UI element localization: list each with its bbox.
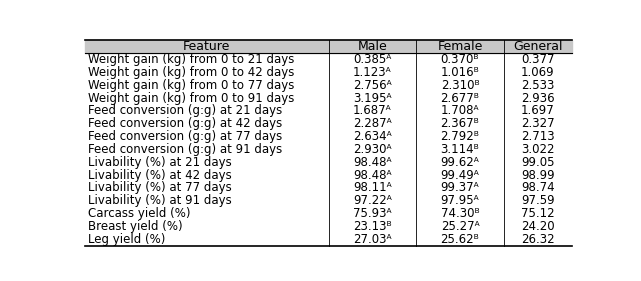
Text: 97.95ᴬ: 97.95ᴬ <box>440 194 479 207</box>
Text: 74.30ᴮ: 74.30ᴮ <box>440 207 479 220</box>
Text: 26.32: 26.32 <box>521 233 554 246</box>
Text: 2.367ᴮ: 2.367ᴮ <box>440 117 479 130</box>
Text: Weight gain (kg) from 0 to 21 days: Weight gain (kg) from 0 to 21 days <box>88 53 294 66</box>
Text: Feed conversion (g:g) at 42 days: Feed conversion (g:g) at 42 days <box>88 117 282 130</box>
Text: General: General <box>513 40 563 53</box>
Text: 75.12: 75.12 <box>521 207 554 220</box>
Text: Livability (%) at 21 days: Livability (%) at 21 days <box>88 156 231 169</box>
Text: 0.370ᴮ: 0.370ᴮ <box>441 53 479 66</box>
Text: 99.49ᴬ: 99.49ᴬ <box>440 169 479 182</box>
Text: Weight gain (kg) from 0 to 77 days: Weight gain (kg) from 0 to 77 days <box>88 79 294 92</box>
Text: 3.022: 3.022 <box>521 143 554 156</box>
Text: 3.195ᴬ: 3.195ᴬ <box>353 92 392 105</box>
Text: Female: Female <box>437 40 483 53</box>
Text: 2.930ᴬ: 2.930ᴬ <box>353 143 392 156</box>
Text: 98.99: 98.99 <box>521 169 554 182</box>
Text: 2.287ᴬ: 2.287ᴬ <box>353 117 392 130</box>
Text: 98.11ᴬ: 98.11ᴬ <box>353 182 392 194</box>
Text: Livability (%) at 77 days: Livability (%) at 77 days <box>88 182 231 194</box>
Bar <box>85 40 572 53</box>
Text: 1.708ᴬ: 1.708ᴬ <box>441 104 479 117</box>
Text: 2.677ᴮ: 2.677ᴮ <box>440 92 479 105</box>
Text: 1.069: 1.069 <box>521 66 554 79</box>
Text: 25.27ᴬ: 25.27ᴬ <box>440 220 479 233</box>
Text: 2.310ᴮ: 2.310ᴮ <box>440 79 479 92</box>
Text: Feed conversion (g:g) at 21 days: Feed conversion (g:g) at 21 days <box>88 104 282 117</box>
Text: 1.016ᴮ: 1.016ᴮ <box>440 66 479 79</box>
Text: 98.74: 98.74 <box>521 182 554 194</box>
Text: Feature: Feature <box>183 40 231 53</box>
Text: 2.792ᴮ: 2.792ᴮ <box>440 130 479 143</box>
Text: 2.533: 2.533 <box>521 79 554 92</box>
Text: Leg yield (%): Leg yield (%) <box>88 233 165 246</box>
Text: Carcass yield (%): Carcass yield (%) <box>88 207 190 220</box>
Text: Breast yield (%): Breast yield (%) <box>88 220 182 233</box>
Text: 1.123ᴬ: 1.123ᴬ <box>353 66 392 79</box>
Text: 2.634ᴬ: 2.634ᴬ <box>353 130 392 143</box>
Text: 2.756ᴬ: 2.756ᴬ <box>353 79 392 92</box>
Text: 1.687ᴬ: 1.687ᴬ <box>353 104 392 117</box>
Text: 0.385ᴬ: 0.385ᴬ <box>353 53 392 66</box>
Text: Weight gain (kg) from 0 to 91 days: Weight gain (kg) from 0 to 91 days <box>88 92 294 105</box>
Text: 23.13ᴮ: 23.13ᴮ <box>353 220 392 233</box>
Text: Feed conversion (g:g) at 91 days: Feed conversion (g:g) at 91 days <box>88 143 282 156</box>
Text: Livability (%) at 42 days: Livability (%) at 42 days <box>88 169 231 182</box>
Text: Male: Male <box>358 40 387 53</box>
Text: 24.20: 24.20 <box>521 220 554 233</box>
Text: 1.697: 1.697 <box>521 104 554 117</box>
Text: 99.62ᴬ: 99.62ᴬ <box>440 156 479 169</box>
Text: 97.22ᴬ: 97.22ᴬ <box>353 194 392 207</box>
Text: 2.936: 2.936 <box>521 92 554 105</box>
Text: 0.377: 0.377 <box>521 53 554 66</box>
Text: 2.327: 2.327 <box>521 117 554 130</box>
Text: 98.48ᴬ: 98.48ᴬ <box>353 169 392 182</box>
Text: 99.37ᴬ: 99.37ᴬ <box>440 182 479 194</box>
Text: 99.05: 99.05 <box>521 156 554 169</box>
Text: 27.03ᴬ: 27.03ᴬ <box>353 233 392 246</box>
Text: 2.713: 2.713 <box>521 130 554 143</box>
Text: Livability (%) at 91 days: Livability (%) at 91 days <box>88 194 231 207</box>
Text: Weight gain (kg) from 0 to 42 days: Weight gain (kg) from 0 to 42 days <box>88 66 294 79</box>
Text: 25.62ᴮ: 25.62ᴮ <box>440 233 479 246</box>
Text: Feed conversion (g:g) at 77 days: Feed conversion (g:g) at 77 days <box>88 130 282 143</box>
Text: 75.93ᴬ: 75.93ᴬ <box>353 207 392 220</box>
Text: 98.48ᴬ: 98.48ᴬ <box>353 156 392 169</box>
Text: 3.114ᴮ: 3.114ᴮ <box>440 143 479 156</box>
Text: 97.59: 97.59 <box>521 194 554 207</box>
